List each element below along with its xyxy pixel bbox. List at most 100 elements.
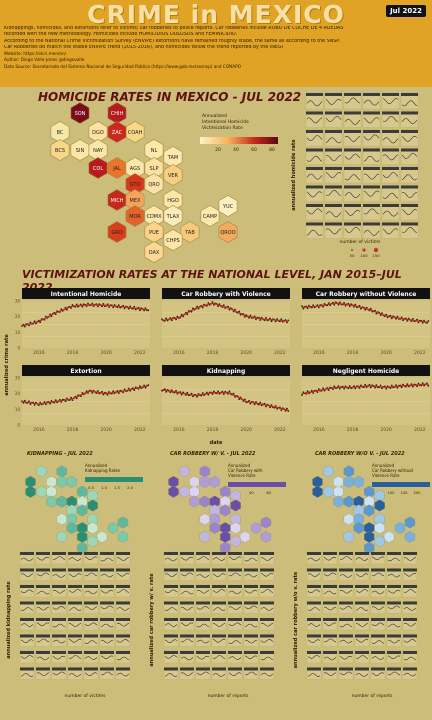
kidnapping-small-multiple-sparkline bbox=[116, 672, 130, 677]
car-no-violence-small-multiple-sparkline bbox=[307, 639, 321, 644]
homicide-small-multiple-panel-strip bbox=[401, 204, 418, 207]
hex-label-coah: COAH bbox=[128, 130, 143, 136]
car-violence-small-multiple-sparkline bbox=[164, 655, 178, 659]
chart-point bbox=[43, 401, 46, 403]
chart-point bbox=[369, 307, 372, 310]
chart-y-tick: 10 bbox=[15, 407, 21, 412]
homicide-small-multiple-panel-strip bbox=[363, 111, 380, 115]
car-no-violence-small-multiple-panel-strip bbox=[355, 618, 369, 621]
homicide-small-multiple-sparkline bbox=[363, 173, 380, 180]
hex-label-ags: AGS bbox=[130, 166, 140, 172]
car-violence-small-multiple-panel-strip bbox=[228, 618, 242, 621]
car-violence-small-multiple-panel-strip bbox=[228, 552, 242, 555]
chart-point bbox=[96, 305, 99, 308]
kidnapping-small-multiple-panel-strip bbox=[68, 651, 82, 654]
car-violence-map-hex bbox=[179, 485, 190, 498]
kidnapping-small-multiple-panel-strip bbox=[100, 667, 114, 671]
chart-point bbox=[45, 403, 47, 406]
car-violence-small-multiple-panel-strip bbox=[196, 568, 210, 572]
chart-point bbox=[228, 308, 231, 311]
car-no-violence-small-multiple-sparkline bbox=[323, 638, 337, 643]
car-no-violence-small-multiple-sparkline bbox=[387, 573, 401, 578]
kidnapping-small-multiple-sparkline bbox=[116, 656, 130, 661]
hex-state-chih bbox=[107, 102, 127, 124]
kidnapping-small-multiple-sparkline bbox=[52, 639, 66, 644]
chart-x-tick: 2020 bbox=[100, 427, 112, 433]
chart-point bbox=[400, 386, 403, 389]
kidnapping-small-multiple-panel-strip bbox=[84, 585, 98, 588]
car-no-violence-small-multiple-panel-strip bbox=[403, 601, 417, 605]
chart-point bbox=[60, 401, 63, 403]
car-no-violence-small-multiple-sparkline bbox=[403, 607, 417, 611]
hex-label-pue: PUE bbox=[149, 230, 159, 236]
car-violence-small-multiple-sparkline bbox=[228, 640, 242, 644]
car-violence-small-multiple-sparkline bbox=[228, 606, 242, 611]
kidnapping-small-multiple-sparkline bbox=[36, 638, 50, 643]
car-no-violence-small-multiple-sparkline bbox=[307, 655, 321, 659]
chart-point bbox=[322, 387, 324, 390]
chart-point bbox=[60, 308, 63, 310]
chart-point bbox=[360, 384, 362, 387]
homicide-small-multiple-panel-strip bbox=[306, 204, 323, 207]
car-no-violence-map-hex bbox=[364, 541, 375, 554]
car-no-violence-small-multiple-sparkline bbox=[403, 557, 417, 561]
car-no-violence-small-multiple-sparkline bbox=[371, 656, 385, 660]
kidnapping-small-multiple-panel-strip bbox=[68, 585, 82, 588]
chart-point bbox=[96, 390, 99, 392]
chart-point bbox=[381, 387, 383, 390]
hex-state-nay bbox=[88, 139, 108, 161]
car-no-violence-small-multiple-panel-strip bbox=[403, 568, 417, 572]
car-no-violence-small-multiple-panel-strip bbox=[307, 651, 321, 654]
kidnapping-small-multiple-sparkline bbox=[52, 605, 66, 610]
kidnapping-map-hex bbox=[77, 522, 88, 534]
homicide-small-multiple-panel-strip bbox=[401, 222, 418, 226]
car-no-violence-map-hex bbox=[364, 495, 375, 508]
kidnapping-map-hex bbox=[56, 513, 68, 526]
car-violence-small-multiple-sparkline bbox=[244, 671, 258, 676]
hex-state-tlax bbox=[163, 205, 183, 227]
homicide-small-multiple-sparkline bbox=[382, 116, 399, 122]
kidnapping-map-legend-tick: 1.5 bbox=[114, 486, 120, 490]
chart-point bbox=[112, 390, 115, 393]
car-no-violence-small-multiple-panel-strip bbox=[323, 601, 337, 605]
chart-point bbox=[280, 409, 283, 411]
homicide-small-multiple-sparkline bbox=[306, 208, 323, 215]
car-violence-small-multiple-sparkline bbox=[196, 671, 210, 676]
kidnapping-small-multiple-sparkline bbox=[116, 607, 130, 611]
chart-point bbox=[395, 384, 397, 387]
car-no-violence-small-multiple-panel-strip bbox=[387, 585, 401, 588]
homicide-small-multiple-sparkline bbox=[401, 152, 418, 159]
car-violence-small-multiple-panel-strip bbox=[180, 651, 194, 654]
homicide-small-multiple-panel-strip bbox=[344, 222, 361, 226]
homicide-small-multiple-sparkline bbox=[382, 210, 399, 217]
kidnapping-small-multiple-panel-strip bbox=[100, 552, 114, 555]
chart-point bbox=[127, 307, 130, 310]
homicide-small-multiple-sparkline bbox=[325, 137, 342, 144]
homicide-small-multiple-sparkline bbox=[325, 115, 342, 122]
car-no-violence-small-multiple-sparkline bbox=[323, 622, 337, 627]
chart-point bbox=[108, 306, 110, 308]
car-violence-small-multiple-panel-strip bbox=[260, 667, 274, 671]
car-violence-small-multiple-sparkline bbox=[212, 655, 226, 659]
car-no-violence-small-multiple-panel-strip bbox=[323, 651, 337, 654]
car-violence-small-multiple-panel-strip bbox=[244, 585, 258, 588]
chart-point bbox=[70, 396, 72, 399]
chart-point bbox=[301, 394, 303, 396]
car-no-violence-small-multiple-sparkline bbox=[323, 606, 337, 611]
hex-label-son: SON bbox=[75, 111, 86, 117]
car-no-violence-small-multiple-panel-strip bbox=[307, 552, 321, 555]
car-violence-small-multiple-sparkline bbox=[260, 672, 274, 677]
chart-y-tick: 30 bbox=[15, 299, 21, 304]
kidnapping-map-hex bbox=[46, 475, 57, 488]
homicide-small-multiple-panel-strip bbox=[344, 130, 361, 133]
car-violence-small-multiple-panel-strip bbox=[244, 601, 258, 605]
kidnapping-map-size-title: number of victims bbox=[65, 693, 107, 699]
kidnapping-small-multiple-panel-strip bbox=[20, 618, 34, 621]
kidnapping-small-multiple-sparkline bbox=[84, 572, 98, 577]
hex-state-oax bbox=[144, 241, 164, 263]
chart-point bbox=[274, 405, 277, 407]
chart-point bbox=[276, 318, 278, 320]
hex-state-bc bbox=[50, 121, 70, 143]
car-no-violence-small-multiple-sparkline bbox=[387, 655, 401, 660]
homicide-small-multiple-sparkline bbox=[344, 118, 361, 125]
